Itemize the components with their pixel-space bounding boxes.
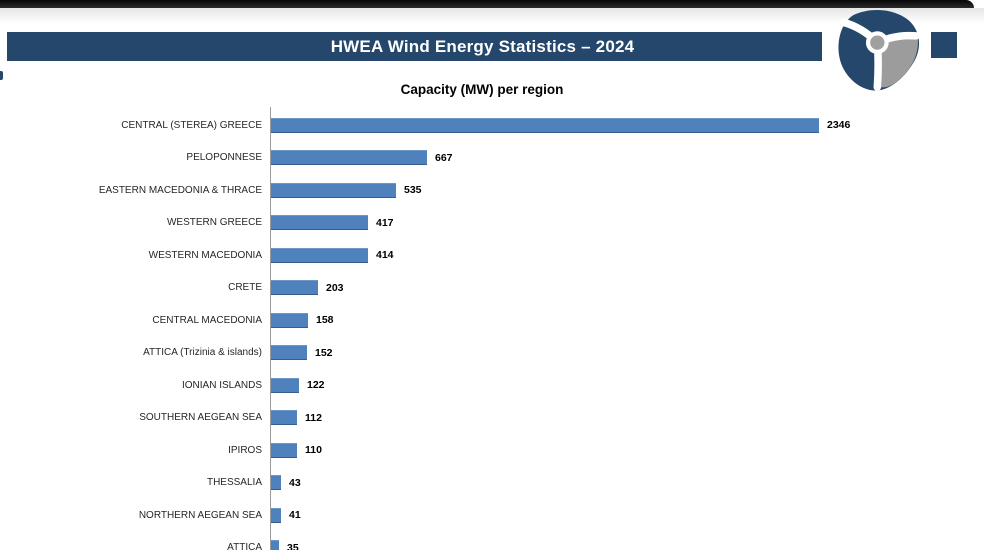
value-label: 417 bbox=[376, 216, 394, 229]
bar bbox=[271, 507, 281, 523]
header-banner bbox=[7, 32, 822, 61]
chart-row: IPIROS 110 bbox=[0, 434, 920, 467]
chart-title: Capacity (MW) per region bbox=[400, 82, 564, 97]
bar-cell: 43 bbox=[270, 475, 920, 491]
category-label: NORTHERN AEGEAN SEA bbox=[138, 509, 262, 521]
category-label: ATTICA (Trizinia & islands) bbox=[143, 347, 262, 359]
bar bbox=[271, 150, 427, 166]
category-label: PELOPONNESE bbox=[186, 152, 262, 164]
category-label: THESSALIA bbox=[206, 477, 262, 489]
value-label: 35 bbox=[287, 541, 299, 550]
value-label: 667 bbox=[435, 151, 453, 164]
chart-row: CRETE 203 bbox=[0, 272, 920, 305]
bar bbox=[271, 377, 299, 393]
bar bbox=[271, 312, 308, 328]
bar-cell: 122 bbox=[270, 377, 920, 393]
chart-row: IONIAN ISLANDS 122 bbox=[0, 369, 920, 402]
bar bbox=[271, 182, 396, 198]
header-accent-square bbox=[931, 32, 957, 58]
window-top-bar bbox=[0, 0, 974, 8]
bar-cell: 667 bbox=[270, 150, 920, 166]
value-label: 122 bbox=[307, 379, 325, 392]
category-label: CENTRAL (STEREA) GREECE bbox=[121, 119, 262, 131]
bar bbox=[271, 475, 281, 491]
category-label: ATTICA bbox=[227, 542, 262, 550]
bar bbox=[271, 442, 297, 458]
bar-cell: 41 bbox=[270, 507, 920, 523]
y-axis-line bbox=[270, 107, 271, 550]
category-label: IONIAN ISLANDS bbox=[181, 379, 262, 391]
chart-row: CENTRAL MACEDONIA 158 bbox=[0, 304, 920, 337]
category-label: IPIROS bbox=[228, 444, 262, 456]
value-label: 41 bbox=[289, 509, 301, 522]
category-label: SOUTHERN AEGEAN SEA bbox=[139, 412, 262, 424]
category-label: WESTERN MACEDONIA bbox=[148, 249, 262, 261]
bar-cell: 152 bbox=[270, 345, 920, 361]
bar-cell: 417 bbox=[270, 215, 920, 231]
bar bbox=[271, 410, 297, 426]
bar-cell: 414 bbox=[270, 247, 920, 263]
value-label: 43 bbox=[289, 476, 301, 489]
chart-row: WESTERN MACEDONIA 414 bbox=[0, 239, 920, 272]
value-label: 110 bbox=[305, 444, 322, 457]
chart-row: ATTICA (Trizinia & islands) 152 bbox=[0, 337, 920, 370]
bar-cell: 2346 bbox=[270, 117, 920, 133]
bar bbox=[271, 345, 307, 361]
bar-cell: 158 bbox=[270, 312, 920, 328]
value-label: 535 bbox=[404, 184, 422, 197]
value-label: 414 bbox=[376, 249, 394, 262]
category-label: EASTERN MACEDONIA & THRACE bbox=[98, 184, 262, 196]
bar bbox=[271, 117, 819, 133]
value-label: 112 bbox=[305, 411, 322, 424]
value-label: 158 bbox=[316, 314, 334, 327]
wind-turbine-logo-icon bbox=[838, 10, 920, 91]
category-label: CENTRAL MACEDONIA bbox=[152, 314, 262, 326]
chart-row: WESTERN GREECE 417 bbox=[0, 207, 920, 240]
page-edge-mark bbox=[0, 71, 3, 80]
bar-cell: 535 bbox=[270, 182, 920, 198]
chart-row: PELOPONNESE 667 bbox=[0, 142, 920, 175]
bar-cell: 112 bbox=[270, 410, 920, 426]
chart-row: SOUTHERN AEGEAN SEA 112 bbox=[0, 402, 920, 435]
chart-row: NORTHERN AEGEAN SEA 41 bbox=[0, 499, 920, 532]
category-label: CRETE bbox=[228, 282, 262, 294]
value-label: 2346 bbox=[827, 119, 851, 132]
chart-row: CENTRAL (STEREA) GREECE 2346 bbox=[0, 109, 920, 142]
chart-rows: CENTRAL (STEREA) GREECE 2346 PELOPONNESE… bbox=[0, 109, 920, 550]
header: HWEA Wind Energy Statistics – 2024 bbox=[7, 10, 958, 92]
bar bbox=[271, 280, 318, 296]
bar bbox=[271, 540, 279, 550]
category-label: WESTERN GREECE bbox=[166, 217, 262, 229]
value-label: 152 bbox=[315, 346, 333, 359]
window-top-shadow bbox=[0, 8, 984, 24]
logo-hub bbox=[865, 31, 889, 54]
header-title: HWEA Wind Energy Statistics – 2024 bbox=[330, 37, 635, 56]
bar-cell: 110 bbox=[270, 442, 920, 458]
bar-cell: 35 bbox=[270, 540, 920, 550]
bar bbox=[271, 215, 368, 231]
bar-cell: 203 bbox=[270, 280, 920, 296]
bar bbox=[271, 247, 368, 263]
chart-row: EASTERN MACEDONIA & THRACE 535 bbox=[0, 174, 920, 207]
chart-row: ATTICA 35 bbox=[0, 532, 920, 550]
logo-gray-blade bbox=[879, 35, 918, 88]
chart-row: THESSALIA 43 bbox=[0, 467, 920, 500]
value-label: 203 bbox=[326, 281, 344, 294]
